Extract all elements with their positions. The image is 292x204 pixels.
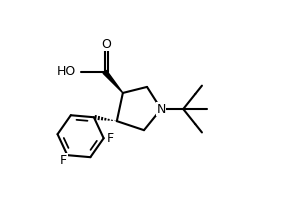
Text: F: F — [107, 132, 114, 145]
Text: F: F — [60, 154, 67, 167]
Text: HO: HO — [56, 65, 76, 78]
Text: O: O — [102, 38, 112, 51]
Text: N: N — [157, 103, 166, 115]
Polygon shape — [103, 70, 123, 93]
